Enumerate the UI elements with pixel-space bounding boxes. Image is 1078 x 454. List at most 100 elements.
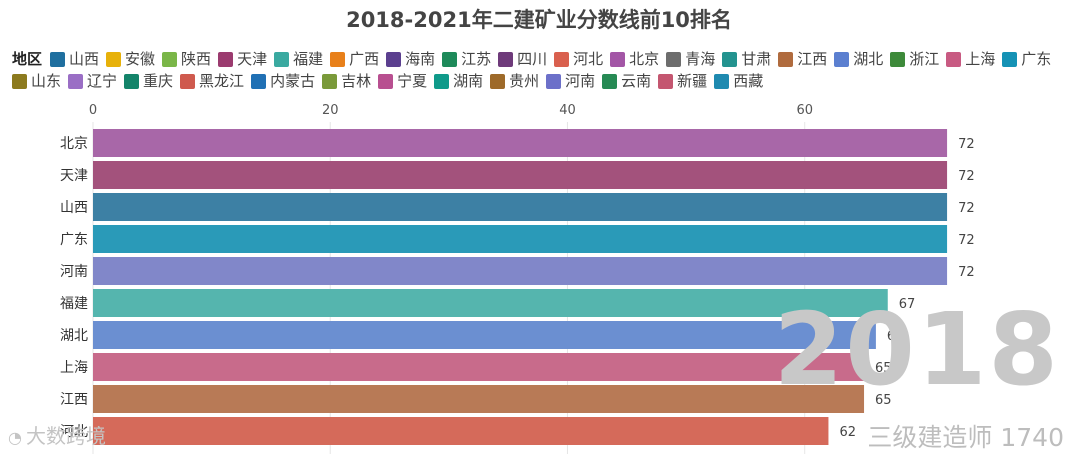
legend-item[interactable]: 海南 <box>386 50 435 68</box>
legend-label: 甘肃 <box>741 50 772 68</box>
legend-label: 江苏 <box>461 50 492 68</box>
legend-item[interactable]: 北京 <box>610 50 659 68</box>
legend-item[interactable]: 浙江 <box>890 50 939 68</box>
legend-item[interactable]: 湖北 <box>834 50 883 68</box>
legend-swatch <box>890 51 906 67</box>
legend-swatch <box>546 73 562 89</box>
legend-item[interactable]: 辽宁 <box>68 72 117 90</box>
legend-label: 湖南 <box>453 72 484 90</box>
value-label: 65 <box>875 393 892 408</box>
legend-label: 安徽 <box>125 50 156 68</box>
legend-item[interactable]: 西藏 <box>714 72 763 90</box>
legend-item[interactable]: 内蒙古 <box>251 72 315 90</box>
legend-item[interactable]: 上海 <box>946 50 995 68</box>
bar-天津 <box>93 161 948 189</box>
legend-item[interactable]: 天津 <box>218 50 267 68</box>
legend-swatch <box>386 51 402 67</box>
category-label: 福建 <box>60 296 88 312</box>
legend-swatch <box>714 73 730 89</box>
x-tick-label: 20 <box>322 103 339 118</box>
legend-item[interactable]: 广东 <box>1002 50 1051 68</box>
value-label: 72 <box>958 169 975 184</box>
legend-item[interactable]: 河北 <box>554 50 603 68</box>
legend-label: 新疆 <box>677 72 708 90</box>
legend-item[interactable]: 新疆 <box>658 72 707 90</box>
bar-北京 <box>93 129 948 157</box>
legend-swatch <box>322 73 338 89</box>
legend-swatch <box>218 51 234 67</box>
year-overlay: 2018 <box>773 291 1060 408</box>
legend-swatch <box>778 51 794 67</box>
legend-label: 陕西 <box>181 50 212 68</box>
legend-swatch <box>666 51 682 67</box>
category-label: 广东 <box>60 232 88 248</box>
value-label: 72 <box>958 233 975 248</box>
value-label: 65 <box>875 361 892 376</box>
legend-item[interactable]: 青海 <box>666 50 715 68</box>
legend: 地区 山西 安徽 陕西 天津 福建 广西 海南 江苏 四川 河北 北京 青海 甘肃 江西 湖北 浙江 上海 广东山… <box>12 50 1072 90</box>
legend-label: 辽宁 <box>87 72 118 90</box>
legend-item[interactable]: 江苏 <box>442 50 491 68</box>
legend-swatch <box>12 73 27 89</box>
legend-label: 内蒙古 <box>270 72 316 90</box>
legend-label: 山西 <box>69 50 100 68</box>
legend-swatch <box>162 51 178 67</box>
legend-swatch <box>434 73 450 89</box>
legend-item[interactable]: 湖南 <box>434 72 483 90</box>
bar-河北 <box>93 417 829 445</box>
legend-swatch <box>722 51 738 67</box>
legend-swatch <box>274 51 290 67</box>
bar-湖北 <box>93 321 876 349</box>
legend-swatch <box>658 73 674 89</box>
legend-swatch <box>378 73 394 89</box>
legend-item[interactable]: 贵州 <box>490 72 539 90</box>
legend-swatch <box>554 51 570 67</box>
legend-item[interactable]: 安徽 <box>106 50 155 68</box>
legend-item[interactable]: 吉林 <box>322 72 371 90</box>
bar-福建 <box>93 289 888 317</box>
legend-swatch <box>442 51 458 67</box>
watermark-right: 三级建造师 1740 <box>867 423 1064 452</box>
bar-江西 <box>93 385 865 413</box>
legend-item[interactable]: 黑龙江 <box>180 72 244 90</box>
legend-label: 宁夏 <box>397 72 428 90</box>
legend-swatch <box>124 73 140 89</box>
legend-item[interactable]: 甘肃 <box>722 50 771 68</box>
legend-item[interactable]: 河南 <box>546 72 595 90</box>
bar-chart: 0 20 40 60 北京 72 天津 72 山西 72 广东 72 河南 72 福建 67 湖北 66 上海 65 江… <box>60 103 975 454</box>
legend-label: 广西 <box>349 50 380 68</box>
legend-label: 河北 <box>573 50 604 68</box>
bar-广东 <box>93 225 948 253</box>
legend-label: 天津 <box>237 50 268 68</box>
legend-label: 上海 <box>965 50 996 68</box>
category-label: 河北 <box>60 424 88 440</box>
legend-swatch <box>106 51 122 67</box>
legend-item[interactable]: 重庆 <box>124 72 173 90</box>
legend-label: 西藏 <box>733 72 764 90</box>
category-label: 江西 <box>60 392 88 408</box>
legend-item[interactable]: 福建 <box>274 50 323 68</box>
legend-label: 北京 <box>629 50 660 68</box>
bar-河南 <box>93 257 948 285</box>
legend-item[interactable]: 江西 <box>778 50 827 68</box>
legend-item[interactable]: 山西 <box>50 50 99 68</box>
legend-item[interactable]: 广西 <box>330 50 379 68</box>
category-label: 北京 <box>60 136 88 152</box>
legend-swatch <box>498 51 514 67</box>
legend-item[interactable]: 山东 <box>12 72 61 90</box>
x-tick-label: 40 <box>559 103 576 118</box>
value-label: 66 <box>887 329 904 344</box>
value-label: 67 <box>899 297 916 312</box>
legend-item[interactable]: 云南 <box>602 72 651 90</box>
legend-label: 广东 <box>1021 50 1052 68</box>
legend-item[interactable]: 四川 <box>498 50 547 68</box>
category-label: 山西 <box>60 200 88 216</box>
legend-label: 江西 <box>797 50 828 68</box>
value-label: 62 <box>839 425 856 440</box>
legend-label: 云南 <box>621 72 652 90</box>
legend-label: 湖北 <box>853 50 884 68</box>
legend-item[interactable]: 陕西 <box>162 50 211 68</box>
legend-swatch <box>251 73 267 89</box>
legend-swatch <box>50 51 66 67</box>
legend-item[interactable]: 宁夏 <box>378 72 427 90</box>
